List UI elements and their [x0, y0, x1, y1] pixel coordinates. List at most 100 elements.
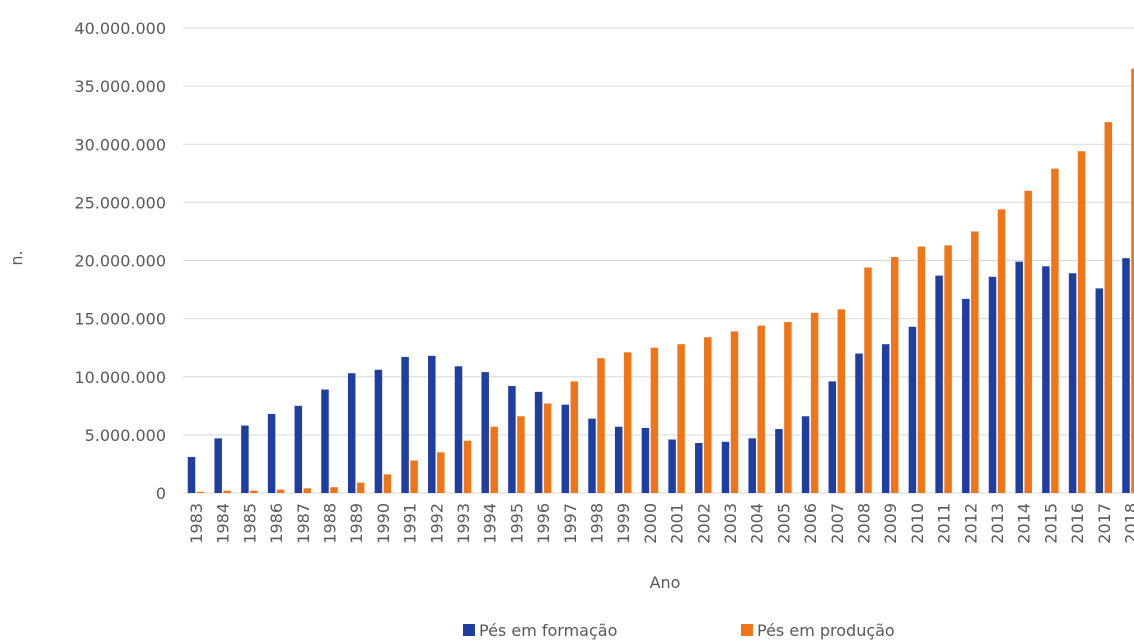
x-tick-label: 2015 — [1041, 503, 1060, 544]
x-tick-label: 1989 — [347, 503, 366, 544]
bar-formacao-1997 — [561, 404, 570, 493]
x-tick-label: 1994 — [481, 503, 500, 544]
bar-formacao-2002 — [695, 443, 703, 493]
bar-producao-1983 — [196, 491, 205, 493]
bar-producao-2002 — [704, 337, 712, 493]
bar-formacao-1995 — [508, 386, 516, 493]
bar-formacao-1994 — [481, 372, 489, 493]
x-tick-label: 2000 — [641, 503, 660, 544]
bar-formacao-1990 — [374, 369, 383, 493]
x-tick-label: 2001 — [668, 503, 687, 544]
x-tick-label: 2014 — [1015, 503, 1034, 544]
bar-formacao-1996 — [534, 391, 543, 493]
bar-producao-2007 — [837, 309, 846, 493]
bar-producao-2006 — [810, 312, 819, 493]
bar-producao-1989 — [356, 482, 365, 493]
y-tick-label: 20.000.000 — [74, 252, 166, 271]
bar-producao-1987 — [303, 488, 312, 493]
x-tick-label: 1992 — [427, 503, 446, 544]
bar-formacao-1984 — [214, 438, 222, 493]
x-tick-label: 2009 — [881, 503, 900, 544]
bar-producao-1993 — [463, 440, 472, 493]
x-tick-label: 1987 — [294, 503, 313, 544]
y-tick-label: 15.000.000 — [74, 310, 166, 329]
x-tick-label: 2003 — [721, 503, 740, 544]
bar-producao-1986 — [276, 489, 285, 493]
bar-producao-2010 — [917, 246, 926, 493]
bar-producao-1998 — [597, 358, 605, 493]
bar-producao-1988 — [330, 487, 338, 493]
y-tick-label: 35.000.000 — [74, 77, 166, 96]
x-tick-label: 2002 — [694, 503, 713, 544]
bar-formacao-1991 — [401, 356, 409, 493]
bar-formacao-2018 — [1122, 258, 1130, 493]
x-axis-ticks: 1983 1984 1985 1986 1987 1988 1989 1990 1991 1992… — [187, 503, 1134, 544]
x-tick-label: 1990 — [374, 503, 393, 544]
x-tick-label: 1983 — [187, 503, 206, 544]
legend: Pés em formação Pés em produção — [463, 621, 895, 640]
bar-formacao-2000 — [641, 427, 650, 493]
x-tick-label: 1985 — [240, 503, 259, 544]
x-tick-label: 2011 — [935, 503, 954, 544]
x-tick-label: 2010 — [908, 503, 927, 544]
bar-formacao-2011 — [935, 275, 943, 493]
bar-formacao-2016 — [1068, 273, 1077, 493]
bar-formacao-2007 — [828, 381, 837, 493]
bar-producao-1992 — [437, 452, 445, 493]
bar-producao-2003 — [730, 331, 739, 493]
gridlines — [183, 27, 1134, 494]
legend-label: Pés em formação — [479, 621, 617, 640]
bar-producao-2011 — [944, 245, 952, 493]
x-tick-label: 1996 — [534, 503, 553, 544]
x-tick-label: 2008 — [855, 503, 874, 544]
bar-producao-2008 — [864, 267, 872, 493]
x-axis-title: Ano — [650, 573, 681, 592]
y-tick-label: 10.000.000 — [74, 368, 166, 387]
bar-producao-1995 — [517, 416, 525, 493]
bar-producao-2001 — [677, 344, 685, 493]
x-tick-label: 1988 — [321, 503, 340, 544]
bar-formacao-1983 — [187, 456, 196, 493]
bar-formacao-2003 — [721, 441, 730, 493]
x-tick-label: 2016 — [1068, 503, 1087, 544]
y-tick-label: 25.000.000 — [74, 193, 166, 212]
y-tick-label: 5.000.000 — [85, 426, 166, 445]
bar-formacao-2005 — [775, 429, 783, 493]
x-tick-label: 2004 — [748, 503, 767, 544]
legend-swatch — [463, 624, 475, 636]
bar-formacao-1985 — [241, 425, 249, 493]
y-axis-ticks: 0 5.000.000 10.000.000 15.000.000 20.000.000… — [74, 19, 166, 503]
bar-formacao-2017 — [1095, 288, 1104, 493]
bar-formacao-1987 — [294, 405, 303, 493]
x-tick-label: 1997 — [561, 503, 580, 544]
bar-formacao-1986 — [267, 413, 276, 493]
x-tick-label: 2017 — [1095, 503, 1114, 544]
y-tick-label: 0 — [156, 484, 166, 503]
bar-producao-2000 — [650, 347, 659, 493]
bar-formacao-1992 — [428, 355, 436, 493]
y-axis-title: n. — [7, 250, 26, 265]
bar-producao-1985 — [250, 490, 258, 493]
bar-formacao-1999 — [614, 426, 623, 493]
bar-producao-1999 — [623, 352, 632, 493]
bar-formacao-1998 — [588, 418, 596, 493]
x-tick-label: 1998 — [588, 503, 607, 544]
legend-swatch — [741, 624, 753, 636]
bar-producao-2004 — [757, 325, 765, 493]
legend-label: Pés em produção — [757, 621, 895, 640]
bar-producao-1990 — [383, 474, 392, 493]
x-tick-label: 2018 — [1122, 503, 1134, 544]
bar-producao-2005 — [784, 322, 792, 493]
x-tick-label: 2012 — [961, 503, 980, 544]
bar-producao-2017 — [1104, 122, 1113, 493]
x-tick-label: 2007 — [828, 503, 847, 544]
bar-formacao-2015 — [1042, 266, 1050, 493]
bar-producao-1991 — [410, 460, 418, 493]
bars — [187, 68, 1134, 494]
bar-formacao-2008 — [855, 353, 863, 493]
bar-formacao-2012 — [962, 298, 970, 493]
bar-producao-2016 — [1077, 151, 1086, 494]
bar-producao-2013 — [997, 209, 1006, 493]
x-tick-label: 1995 — [507, 503, 526, 544]
bar-producao-2018 — [1131, 68, 1134, 493]
